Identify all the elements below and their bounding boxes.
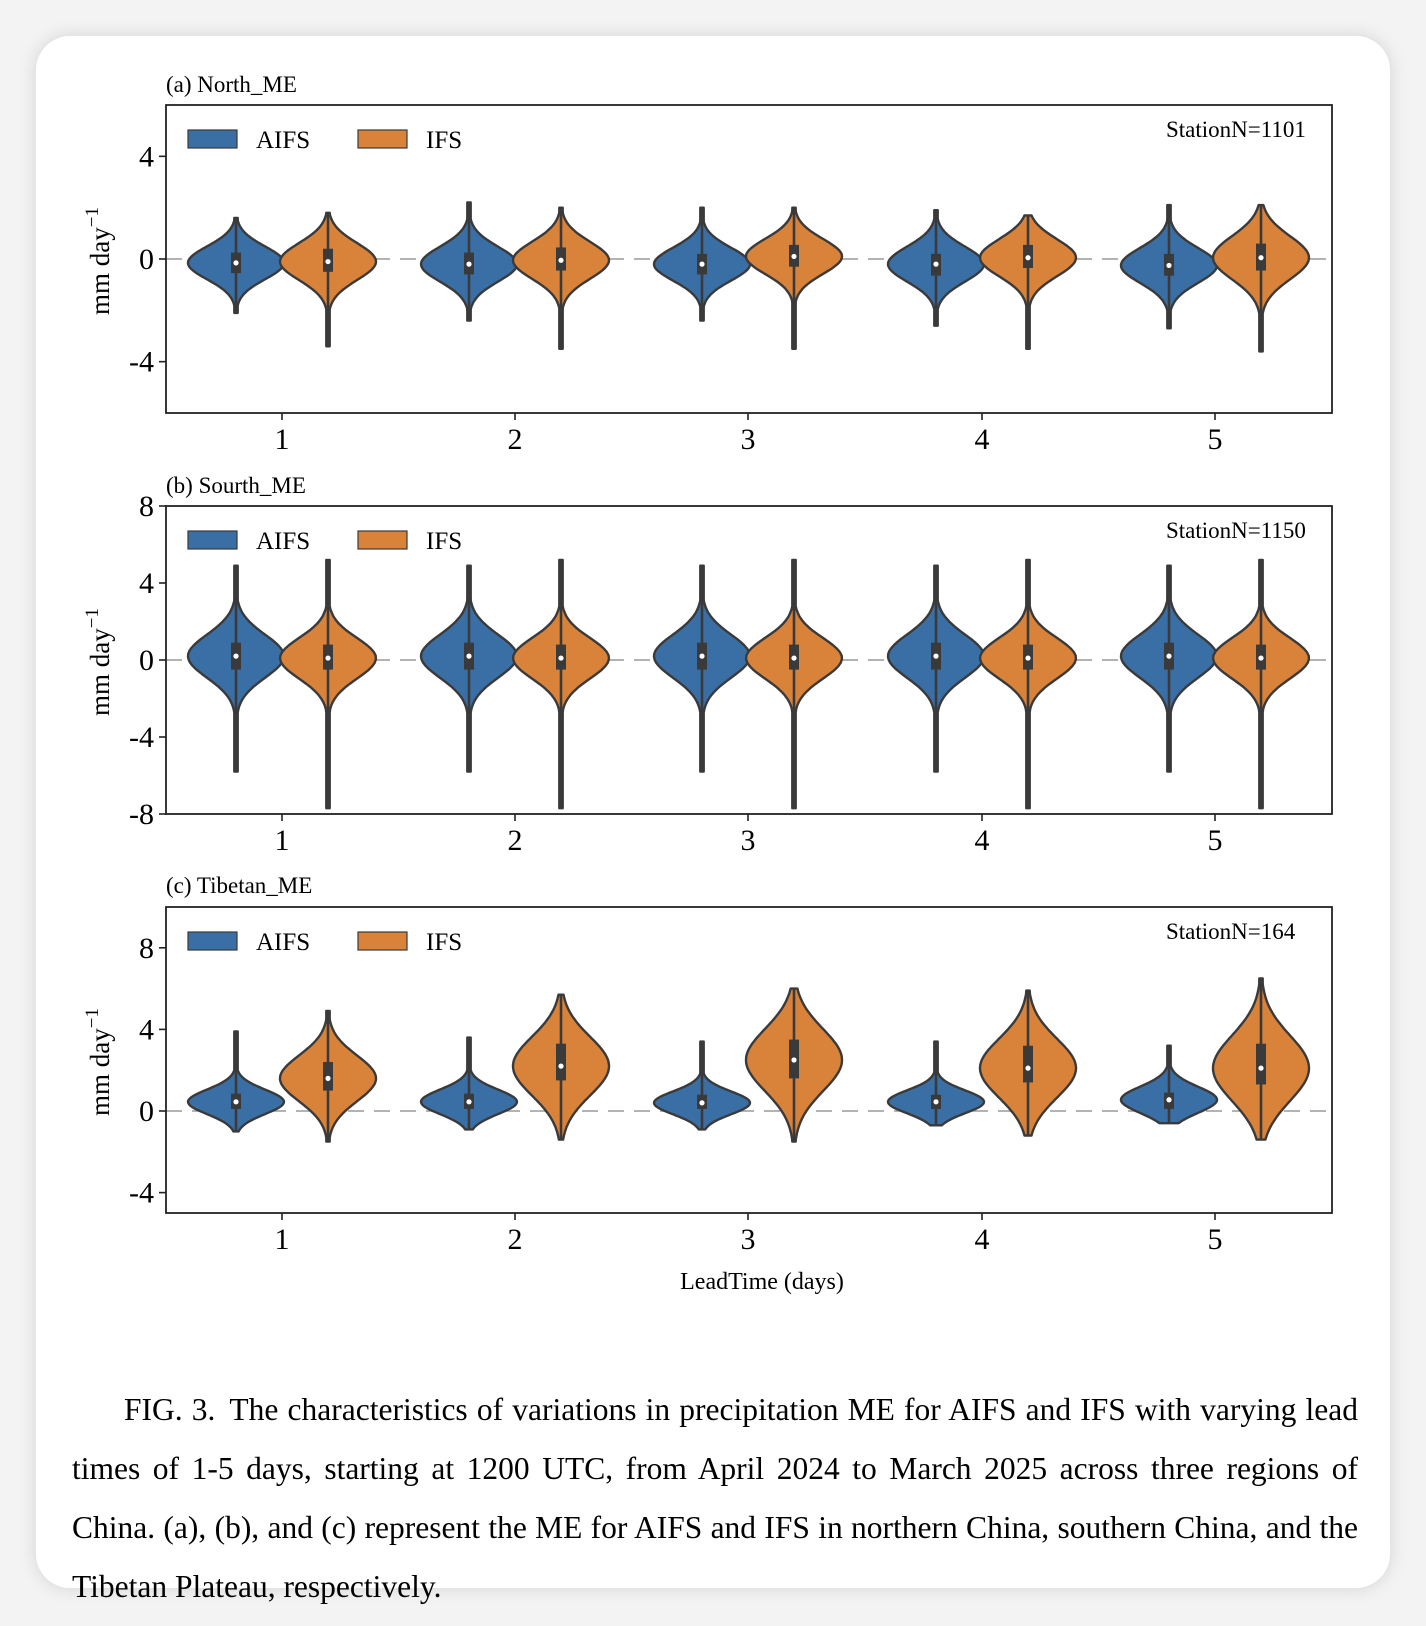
- legend-label-ifs: IFS: [426, 929, 462, 956]
- legend-swatch-ifs: [357, 931, 408, 951]
- y-axis-label-exponent: −1: [82, 207, 103, 227]
- iqr-box-ifs-day4: [1023, 1045, 1033, 1083]
- station-count-annotation: StationN=1101: [1166, 117, 1306, 142]
- panel-title: (c) Tibetan_ME: [166, 873, 312, 898]
- median-aifs-day4: [933, 1099, 939, 1105]
- x-tick-label: 2: [508, 824, 523, 857]
- median-ifs-day1: [325, 258, 331, 265]
- legend-swatch-ifs: [357, 530, 408, 550]
- y-axis-label: mm day−1: [82, 608, 115, 716]
- y-tick-label: -4: [129, 1177, 154, 1210]
- y-tick-label: 0: [139, 243, 154, 276]
- legend-label-aifs: AIFS: [256, 929, 310, 956]
- panel-2: (b) Sourth_ME 8 4 0 -4 -8 1 2 3 4 5 mm day−1 AIFS IFS…: [82, 473, 1333, 857]
- median-ifs-day4: [1025, 255, 1031, 261]
- median-aifs-day2: [466, 1099, 472, 1105]
- iqr-box-ifs-day5: [1256, 1043, 1266, 1085]
- median-ifs-day4: [1025, 655, 1031, 661]
- y-tick-label: 8: [139, 932, 154, 965]
- y-axis-label-exponent: −1: [82, 1008, 103, 1028]
- median-aifs-day5: [1166, 653, 1172, 659]
- median-ifs-day3: [791, 1057, 797, 1063]
- station-count-annotation: StationN=164: [1166, 919, 1296, 944]
- median-aifs-day4: [933, 261, 939, 267]
- x-tick-label: 1: [275, 423, 290, 456]
- y-tick-label: -8: [129, 798, 154, 831]
- x-axis-label: LeadTime (days): [680, 1269, 844, 1295]
- x-tick-label: 4: [975, 423, 990, 456]
- y-axis-label-unit: mm day: [85, 227, 115, 315]
- plot-frame: [165, 906, 1333, 1214]
- median-aifs-day5: [1166, 1097, 1172, 1103]
- median-aifs-day3: [699, 653, 705, 659]
- x-tick-label: 2: [508, 1223, 523, 1256]
- x-tick-label: 1: [275, 824, 290, 857]
- legend-label-aifs: AIFS: [256, 127, 310, 154]
- median-ifs-day4: [1025, 1065, 1031, 1071]
- legend-swatch-aifs: [187, 129, 238, 149]
- median-ifs-day5: [1258, 655, 1264, 661]
- median-aifs-day5: [1166, 262, 1172, 269]
- median-aifs-day3: [699, 261, 705, 267]
- x-tick-label: 1: [275, 1223, 290, 1256]
- median-ifs-day2: [558, 1063, 564, 1069]
- panel-title: (a) North_ME: [166, 72, 297, 97]
- panel-1: (a) North_ME 4 0 -4 1 2 3 4 5 mm day−1 AIFS IFS Stat…: [82, 72, 1333, 456]
- x-tick-label: 4: [975, 824, 990, 857]
- x-tick-label: 5: [1208, 824, 1223, 857]
- median-ifs-day1: [325, 655, 331, 661]
- legend-swatch-aifs: [187, 530, 238, 550]
- y-tick-label: 8: [139, 490, 154, 523]
- y-tick-label: -4: [129, 346, 154, 379]
- figure-caption: FIG. 3. The characteristics of variations…: [72, 1380, 1358, 1616]
- median-ifs-day5: [1258, 255, 1264, 261]
- x-tick-label: 3: [741, 423, 756, 456]
- median-aifs-day3: [699, 1100, 705, 1106]
- median-ifs-day3: [791, 655, 797, 661]
- median-ifs-day3: [791, 253, 797, 260]
- legend-label-ifs: IFS: [426, 528, 462, 555]
- legend-swatch-ifs: [357, 129, 408, 149]
- x-tick-label: 3: [741, 824, 756, 857]
- panel-3: (c) Tibetan_ME 8 4 0 -4 1 2 3 4 5 mm day−1 AIFS IFS S…: [82, 873, 1333, 1295]
- y-tick-label: 4: [139, 1013, 154, 1046]
- y-tick-label: 4: [139, 140, 154, 173]
- x-tick-label: 4: [975, 1223, 990, 1256]
- legend-swatch-aifs: [187, 931, 238, 951]
- x-tick-label: 5: [1208, 423, 1223, 456]
- y-axis-label: mm day−1: [82, 1008, 115, 1116]
- y-tick-label: -4: [129, 721, 154, 754]
- median-aifs-day4: [933, 653, 939, 659]
- y-tick-label: 0: [139, 1095, 154, 1128]
- figure-label: FIG. 3.: [124, 1391, 216, 1427]
- median-ifs-day5: [1258, 1065, 1264, 1071]
- median-aifs-day2: [466, 261, 472, 267]
- y-axis-label: mm day−1: [82, 207, 115, 315]
- median-ifs-day2: [558, 655, 564, 661]
- median-ifs-day1: [325, 1075, 331, 1081]
- x-tick-label: 5: [1208, 1223, 1223, 1256]
- y-tick-label: 4: [139, 567, 154, 600]
- y-tick-label: 0: [139, 644, 154, 677]
- legend-label-ifs: IFS: [426, 127, 462, 154]
- x-tick-label: 3: [741, 1223, 756, 1256]
- station-count-annotation: StationN=1150: [1166, 518, 1306, 543]
- median-aifs-day1: [233, 653, 239, 659]
- median-aifs-day2: [466, 653, 472, 659]
- legend-label-aifs: AIFS: [256, 528, 310, 555]
- y-axis-label-unit: mm day: [85, 628, 115, 716]
- panel-title: (b) Sourth_ME: [166, 473, 306, 498]
- y-axis-label-unit: mm day: [85, 1028, 115, 1116]
- y-axis-label-exponent: −1: [82, 608, 103, 628]
- median-aifs-day1: [233, 1099, 239, 1105]
- median-ifs-day2: [558, 257, 564, 263]
- caption-text: The characteristics of variations in pre…: [72, 1391, 1358, 1604]
- x-tick-label: 2: [508, 423, 523, 456]
- iqr-box-ifs-day2: [556, 1043, 566, 1081]
- median-aifs-day1: [233, 260, 239, 266]
